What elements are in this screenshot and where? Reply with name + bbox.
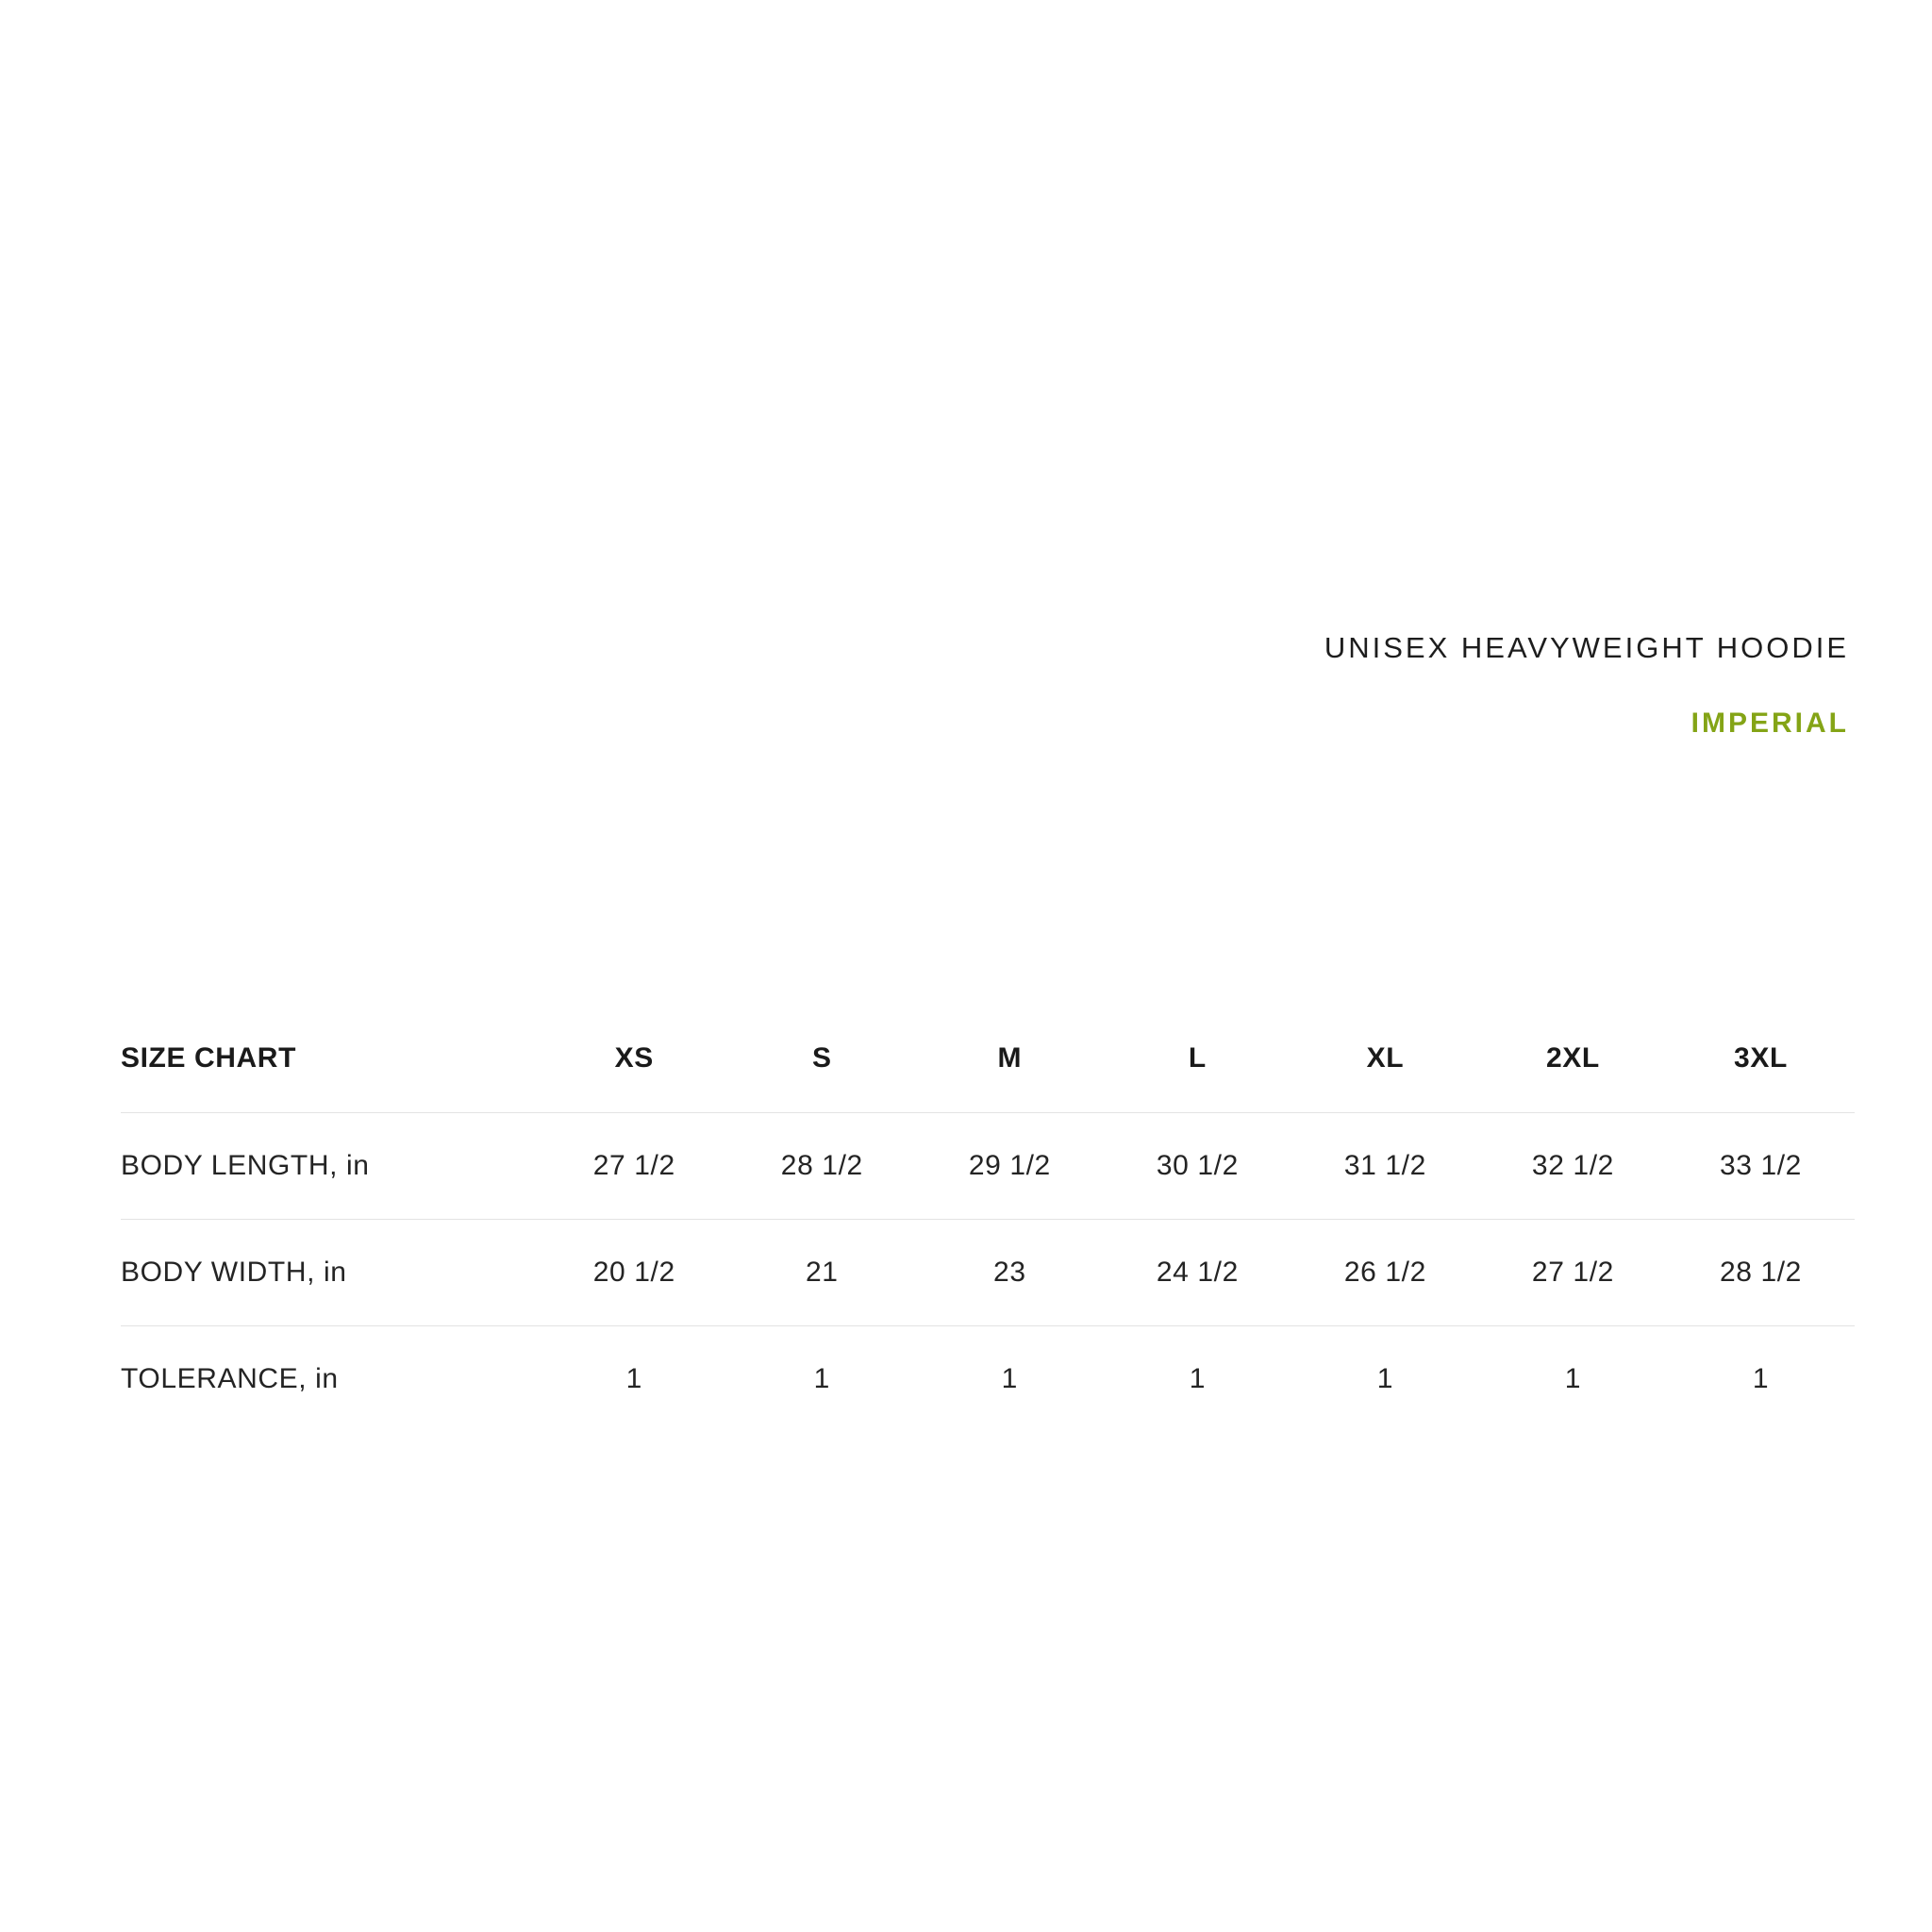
tolerance-2xl: 1 bbox=[1564, 1362, 1582, 1394]
tolerance-xs: 1 bbox=[625, 1362, 642, 1394]
body-length-s: 28 1/2 bbox=[780, 1149, 863, 1181]
size-chart-title: SIZE CHART bbox=[121, 1042, 296, 1074]
body-width-m: 23 bbox=[993, 1256, 1026, 1288]
body-length-3xl: 33 1/2 bbox=[1719, 1149, 1802, 1181]
tolerance-m: 1 bbox=[1001, 1362, 1018, 1394]
body-length-l: 30 1/2 bbox=[1156, 1149, 1239, 1181]
table-row-body-length: BODY LENGTH, in 27 1/2 28 1/2 29 1/2 30 … bbox=[121, 1112, 1855, 1219]
tolerance-l: 1 bbox=[1189, 1362, 1206, 1394]
table-row-tolerance: TOLERANCE, in 1 1 1 1 1 1 1 bbox=[121, 1325, 1855, 1432]
col-header-3xl: 3XL bbox=[1734, 1042, 1788, 1074]
col-header-s: S bbox=[811, 1042, 832, 1074]
tolerance-xl: 1 bbox=[1376, 1362, 1394, 1394]
col-header-m: M bbox=[997, 1042, 1023, 1074]
body-width-xs: 20 1/2 bbox=[592, 1256, 675, 1288]
size-chart-table: SIZE CHART XS S M L XL 2XL 3XL BODY LENG… bbox=[121, 1006, 1855, 1432]
row-label-body-width: BODY WIDTH, in bbox=[121, 1256, 347, 1288]
size-chart-block: SIZE CHART XS S M L XL 2XL 3XL BODY LENG… bbox=[121, 1006, 1855, 1432]
body-length-2xl: 32 1/2 bbox=[1531, 1149, 1614, 1181]
body-width-s: 21 bbox=[806, 1256, 839, 1288]
col-header-2xl: 2XL bbox=[1546, 1042, 1600, 1074]
row-label-body-length: BODY LENGTH, in bbox=[121, 1149, 370, 1181]
table-row-body-width: BODY WIDTH, in 20 1/2 21 23 24 1/2 26 1/… bbox=[121, 1219, 1855, 1325]
body-width-xl: 26 1/2 bbox=[1343, 1256, 1426, 1288]
tolerance-s: 1 bbox=[813, 1362, 830, 1394]
tolerance-3xl: 1 bbox=[1752, 1362, 1770, 1394]
body-length-m: 29 1/2 bbox=[968, 1149, 1051, 1181]
header-block: UNISEX HEAVYWEIGHT HOODIE IMPERIAL bbox=[1324, 630, 1849, 741]
body-length-xs: 27 1/2 bbox=[592, 1149, 675, 1181]
body-width-l: 24 1/2 bbox=[1156, 1256, 1239, 1288]
body-width-2xl: 27 1/2 bbox=[1531, 1256, 1614, 1288]
body-width-3xl: 28 1/2 bbox=[1719, 1256, 1802, 1288]
body-length-xl: 31 1/2 bbox=[1343, 1149, 1426, 1181]
size-chart-header-row: SIZE CHART XS S M L XL 2XL 3XL bbox=[121, 1006, 1855, 1112]
product-title: UNISEX HEAVYWEIGHT HOODIE bbox=[1324, 631, 1849, 664]
col-header-l: L bbox=[1188, 1042, 1207, 1074]
row-label-tolerance: TOLERANCE, in bbox=[121, 1362, 339, 1394]
col-header-xl: XL bbox=[1366, 1042, 1405, 1074]
unit-system-label: IMPERIAL bbox=[1690, 708, 1849, 739]
col-header-xs: XS bbox=[614, 1042, 654, 1074]
